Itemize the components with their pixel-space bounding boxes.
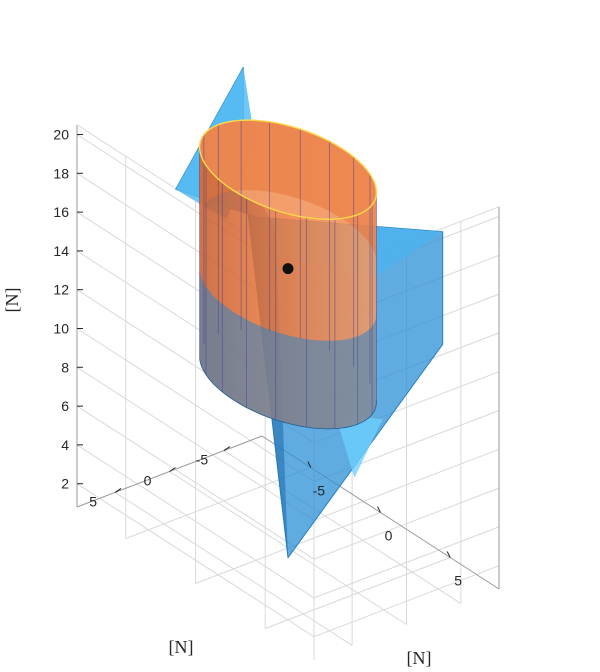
y-gridline <box>223 450 462 605</box>
y-tick-label: 5 <box>89 493 97 509</box>
cylinder-top-edge <box>198 119 378 221</box>
y-gridline <box>114 491 353 646</box>
surface-layer <box>175 66 444 559</box>
z-tick-label: 8 <box>61 359 69 375</box>
x-axis-label: [N] <box>407 648 432 668</box>
cone-highlight <box>334 413 383 478</box>
x-tick-mark <box>307 461 312 468</box>
cylinder-lower-overlay <box>199 270 377 429</box>
z-tick-label: 12 <box>53 282 69 298</box>
z-tick-label: 10 <box>53 321 69 337</box>
cylinder-bottom-edge <box>199 358 377 430</box>
z-tick-label: 6 <box>61 398 69 414</box>
z-tick-label: 14 <box>53 243 69 259</box>
y-tick-mark <box>223 446 231 452</box>
z-tick-label: 4 <box>61 437 69 453</box>
y-tick-label: 0 <box>144 473 152 489</box>
cylinder-inner-wall <box>199 120 377 261</box>
z-tick-label: 16 <box>53 204 69 220</box>
y-tick-label: -5 <box>196 452 209 468</box>
y-tick-mark <box>169 467 176 472</box>
x-tick-label: 5 <box>454 573 462 589</box>
x-tick-label: 0 <box>385 528 393 544</box>
data-point <box>282 263 294 275</box>
x-tick-label: -5 <box>313 483 326 499</box>
z-tick-label: 18 <box>53 165 69 181</box>
tick-layer: 2 4 6 8 10 12 14 16 18 20 -5 0 5 -5 0 5 [N] [N] [N] <box>2 127 462 669</box>
x-tick-mark <box>377 506 381 513</box>
x-tick-mark <box>446 551 451 558</box>
y-axis-label: [N] <box>169 637 194 657</box>
z-axis-label: [N] <box>2 288 22 313</box>
z-tick-label: 20 <box>53 127 69 143</box>
y-tick-mark <box>114 487 122 493</box>
z-tick-label: 2 <box>61 476 69 492</box>
